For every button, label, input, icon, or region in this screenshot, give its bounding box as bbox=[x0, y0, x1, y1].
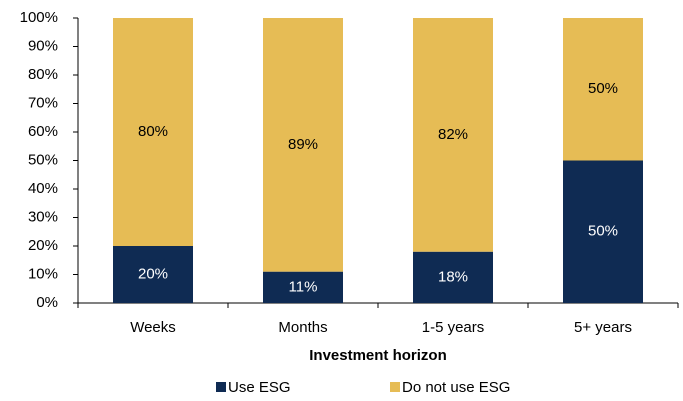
x-tick-label: 1-5 years bbox=[422, 319, 485, 336]
x-tick-label: Months bbox=[278, 319, 327, 336]
bar-segment bbox=[113, 246, 193, 303]
y-tick-label: 0% bbox=[36, 294, 58, 311]
data-label: 82% bbox=[438, 126, 468, 143]
data-label: 50% bbox=[588, 80, 618, 97]
x-tick-label: 5+ years bbox=[574, 319, 632, 336]
legend-label: Use ESG bbox=[228, 379, 291, 396]
y-tick-label: 30% bbox=[28, 208, 58, 225]
data-label: 89% bbox=[288, 136, 318, 153]
bar-segment bbox=[413, 18, 493, 252]
x-axis-title: Investment horizon bbox=[309, 347, 447, 364]
y-tick-label: 100% bbox=[20, 9, 58, 26]
y-tick-label: 10% bbox=[28, 265, 58, 282]
data-label: 11% bbox=[289, 278, 318, 295]
legend-swatch bbox=[216, 382, 226, 392]
x-tick-label: Weeks bbox=[130, 319, 176, 336]
data-label: 80% bbox=[138, 123, 168, 140]
data-label: 20% bbox=[138, 265, 168, 282]
y-tick-label: 20% bbox=[28, 237, 58, 254]
bar-segment bbox=[263, 18, 343, 272]
legend-label: Do not use ESG bbox=[402, 379, 510, 396]
y-tick-label: 80% bbox=[28, 66, 58, 83]
legend-swatch bbox=[390, 382, 400, 392]
bar-segment bbox=[563, 160, 643, 303]
y-tick-label: 60% bbox=[28, 123, 58, 140]
bar-segment bbox=[413, 251, 493, 303]
y-tick-label: 90% bbox=[28, 37, 58, 54]
data-label: 18% bbox=[438, 268, 468, 285]
y-tick-label: 70% bbox=[28, 94, 58, 111]
bar-segment bbox=[113, 18, 193, 246]
data-label: 50% bbox=[588, 223, 618, 240]
y-tick-label: 50% bbox=[28, 151, 58, 168]
bar-segment bbox=[263, 271, 343, 303]
y-tick-label: 40% bbox=[28, 180, 58, 197]
bar-segment bbox=[563, 18, 643, 161]
